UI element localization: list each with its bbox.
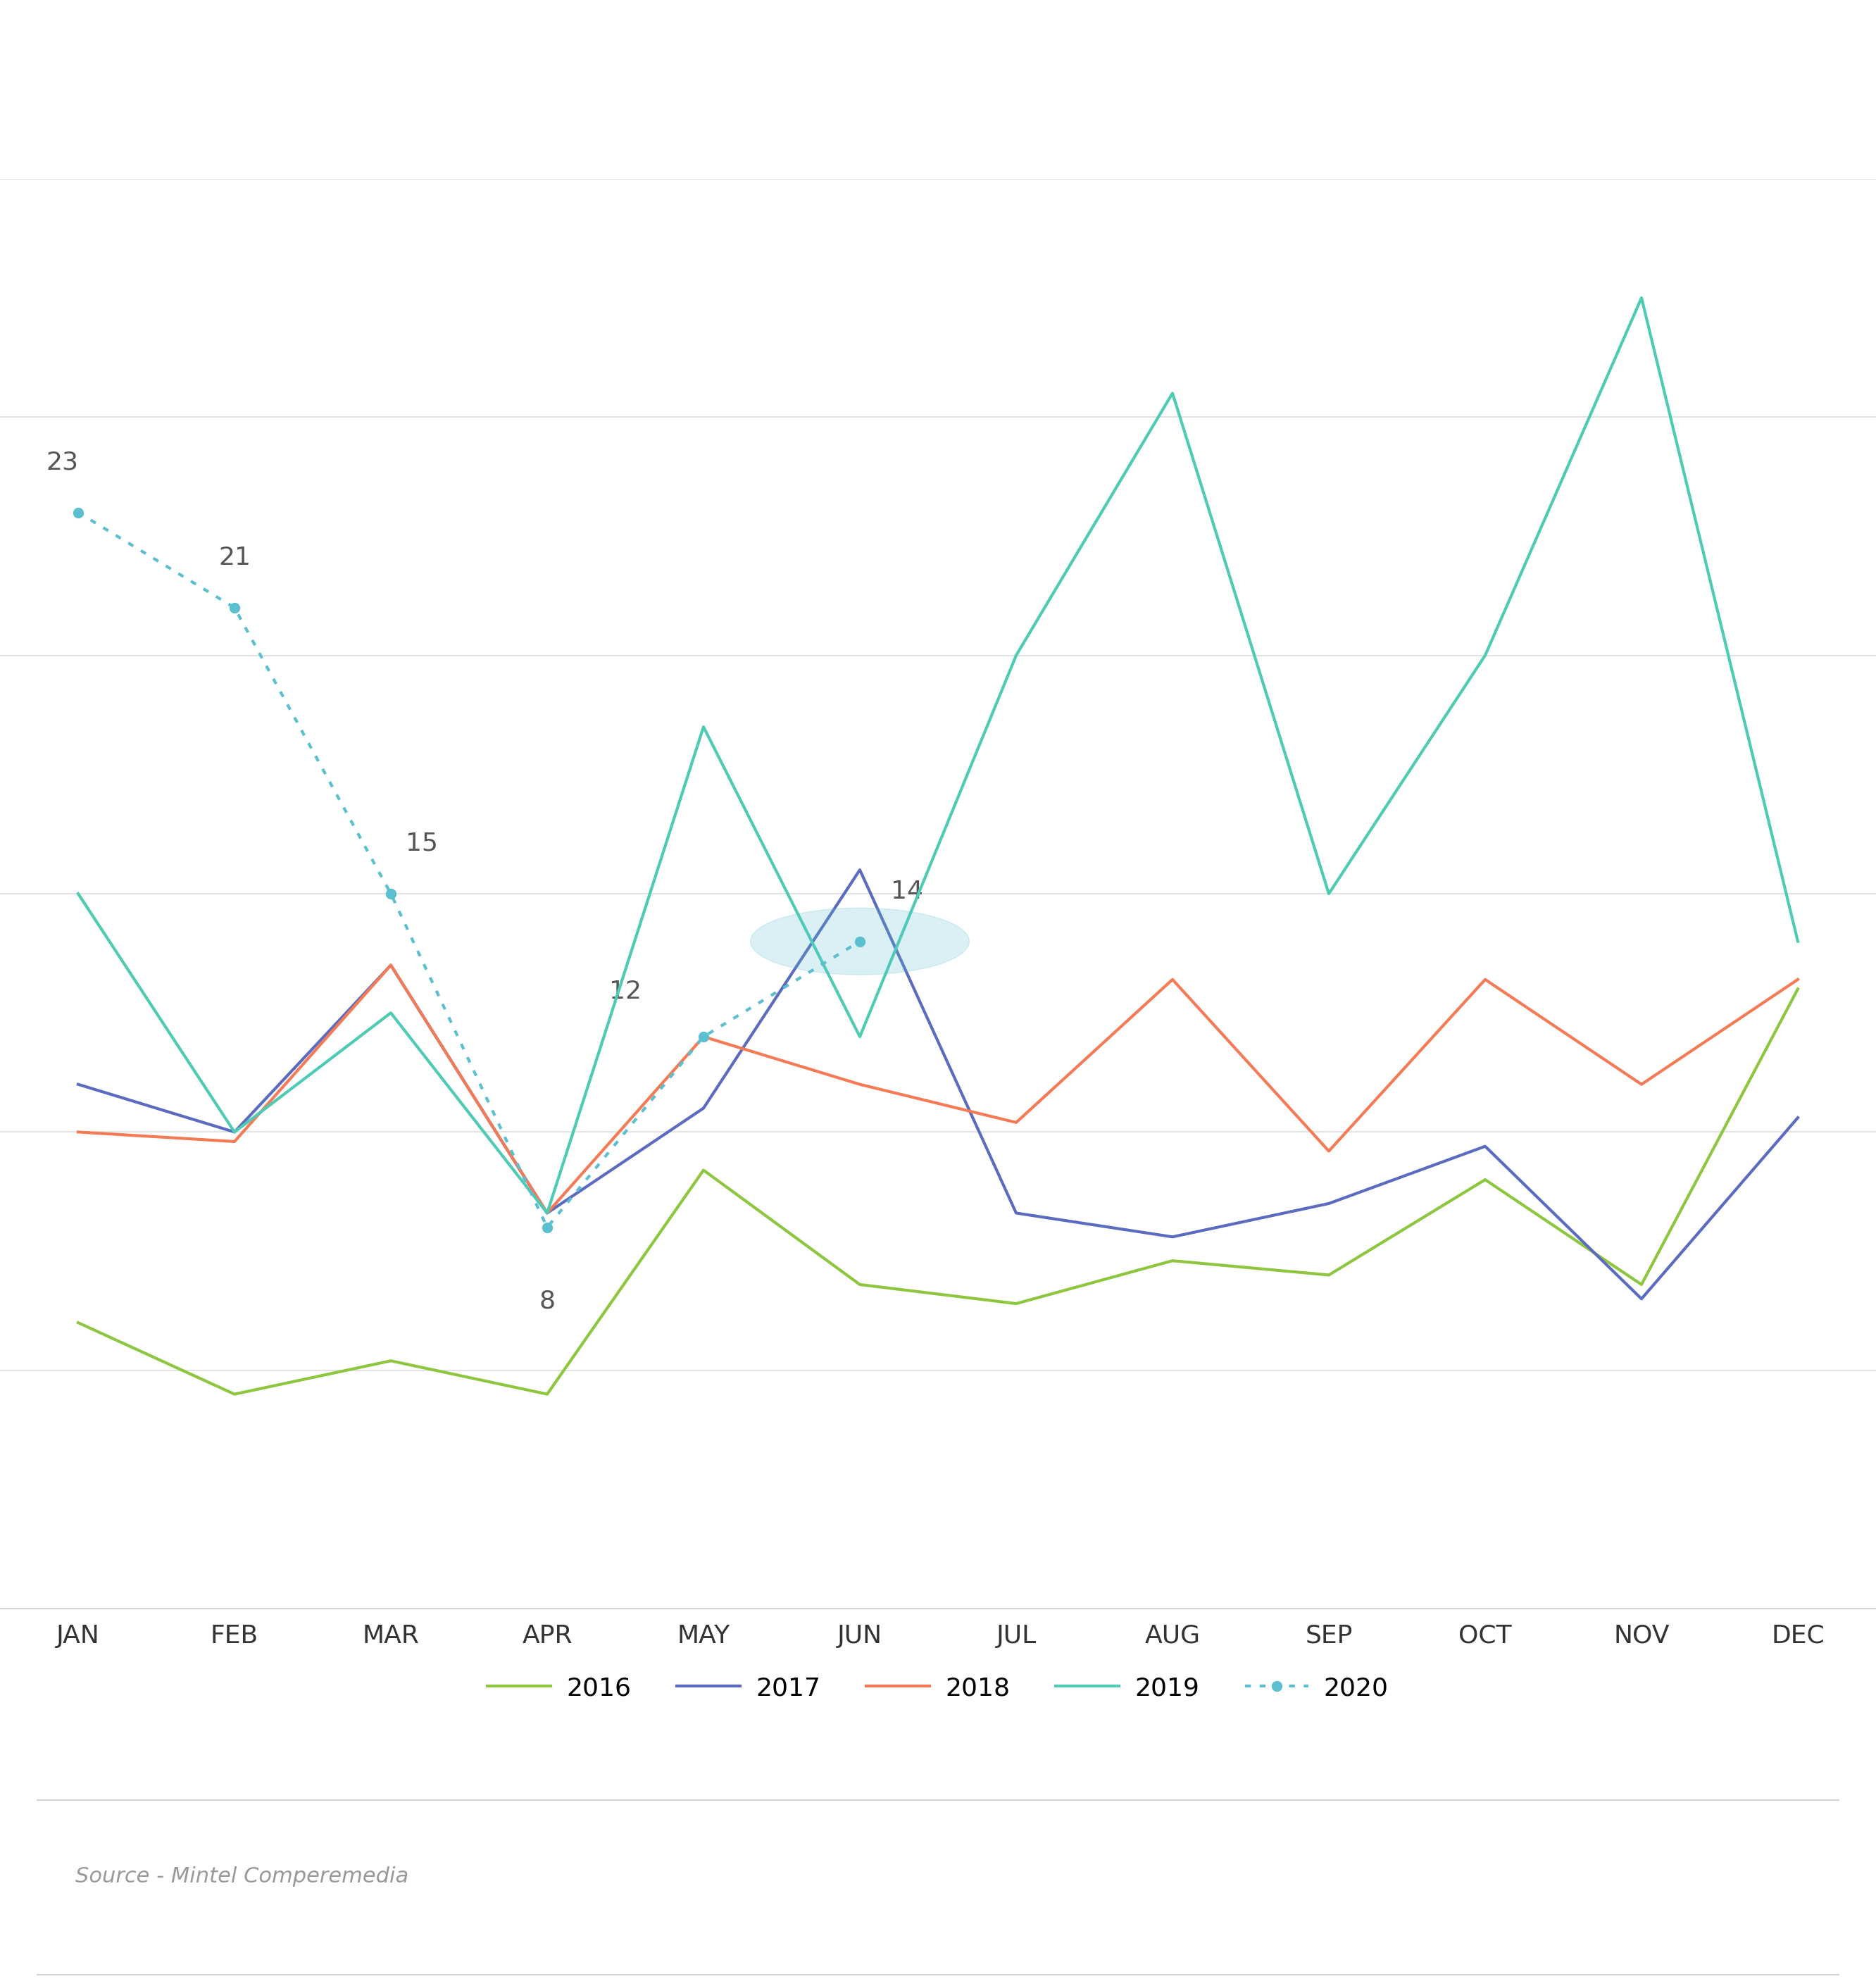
2016 bbox=[1786, 977, 1808, 1001]
2016 bbox=[223, 1382, 246, 1406]
2020 bbox=[692, 1025, 715, 1049]
2016 bbox=[537, 1382, 559, 1406]
Text: 21: 21 bbox=[218, 546, 251, 570]
2016 bbox=[1475, 1168, 1497, 1192]
2020 bbox=[848, 929, 870, 953]
2019 bbox=[1786, 929, 1808, 953]
2020 bbox=[537, 1215, 559, 1239]
Text: 14: 14 bbox=[891, 880, 923, 904]
2017 bbox=[537, 1202, 559, 1225]
2018 bbox=[848, 1072, 870, 1096]
Text: 23: 23 bbox=[47, 451, 79, 475]
Legend: 2016, 2017, 2018, 2019, 2020: 2016, 2017, 2018, 2019, 2020 bbox=[477, 1666, 1399, 1710]
2018 bbox=[68, 1120, 90, 1144]
2017 bbox=[1630, 1287, 1653, 1311]
2017 bbox=[1317, 1192, 1339, 1215]
2020 bbox=[223, 596, 246, 620]
Text: STUDENT LOAN REFINANCE MAIL VOLUME BY MONTH: STUDENT LOAN REFINANCE MAIL VOLUME BY MO… bbox=[56, 68, 1399, 111]
2018 bbox=[537, 1202, 559, 1225]
Line: 2020: 2020 bbox=[73, 508, 865, 1231]
2016 bbox=[1006, 1291, 1028, 1315]
2018 bbox=[1630, 1072, 1653, 1096]
2017 bbox=[1475, 1134, 1497, 1158]
2020 bbox=[68, 500, 90, 524]
2019 bbox=[1161, 381, 1184, 405]
2017 bbox=[68, 1072, 90, 1096]
2017 bbox=[1006, 1202, 1028, 1225]
2017 bbox=[1786, 1106, 1808, 1130]
2016 bbox=[848, 1273, 870, 1297]
2016 bbox=[68, 1311, 90, 1335]
2018 bbox=[692, 1025, 715, 1049]
2018 bbox=[1161, 967, 1184, 991]
2018 bbox=[1317, 1140, 1339, 1164]
2019 bbox=[379, 1001, 401, 1025]
2020 bbox=[379, 882, 401, 906]
2016 bbox=[1161, 1249, 1184, 1273]
2016 bbox=[379, 1348, 401, 1372]
2018 bbox=[1475, 967, 1497, 991]
2017 bbox=[848, 858, 870, 882]
Text: 15: 15 bbox=[405, 832, 439, 856]
2019 bbox=[537, 1202, 559, 1225]
2017 bbox=[379, 953, 401, 977]
2017 bbox=[1161, 1225, 1184, 1249]
2016 bbox=[692, 1158, 715, 1182]
Text: Source - Mintel Comperemedia: Source - Mintel Comperemedia bbox=[75, 1867, 409, 1887]
Line: 2019: 2019 bbox=[79, 298, 1797, 1213]
2018 bbox=[223, 1130, 246, 1154]
2018 bbox=[1006, 1110, 1028, 1134]
2016 bbox=[1630, 1273, 1653, 1297]
2019 bbox=[1006, 643, 1028, 667]
2019 bbox=[848, 1025, 870, 1049]
2019 bbox=[1630, 286, 1653, 310]
Line: 2016: 2016 bbox=[79, 989, 1797, 1394]
2019 bbox=[1475, 643, 1497, 667]
2019 bbox=[692, 715, 715, 739]
2018 bbox=[1786, 967, 1808, 991]
Text: 12: 12 bbox=[610, 979, 642, 1003]
2019 bbox=[68, 882, 90, 906]
2017 bbox=[692, 1096, 715, 1120]
Line: 2017: 2017 bbox=[79, 870, 1797, 1299]
Circle shape bbox=[750, 908, 970, 975]
Line: 2018: 2018 bbox=[79, 965, 1797, 1213]
2017 bbox=[223, 1120, 246, 1144]
2019 bbox=[223, 1120, 246, 1144]
Text: 8: 8 bbox=[538, 1289, 555, 1313]
2018 bbox=[379, 953, 401, 977]
2016 bbox=[1317, 1263, 1339, 1287]
2019 bbox=[1317, 882, 1339, 906]
